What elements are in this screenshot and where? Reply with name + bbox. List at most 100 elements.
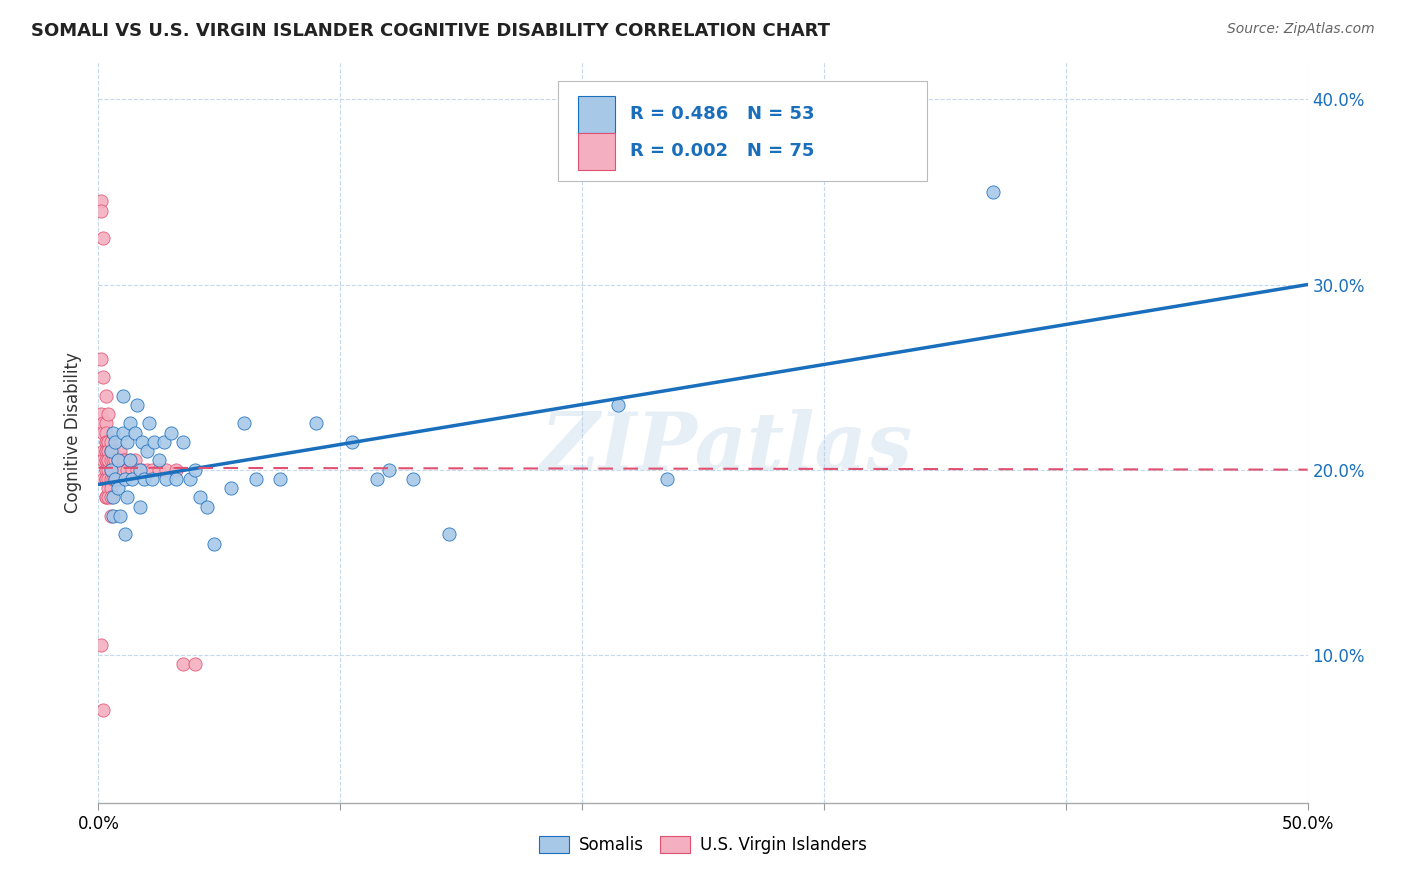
Point xyxy=(128,500,150,514)
Text: Source: ZipAtlas.com: Source: ZipAtlas.com xyxy=(1227,22,1375,37)
Point xyxy=(94,491,117,505)
Point xyxy=(655,472,678,486)
Point xyxy=(245,472,267,486)
Point xyxy=(179,472,201,486)
Point xyxy=(184,462,207,476)
Point xyxy=(94,389,117,403)
Point xyxy=(97,481,120,495)
Point xyxy=(100,444,122,458)
FancyBboxPatch shape xyxy=(558,81,927,181)
Point xyxy=(981,185,1004,199)
Point xyxy=(91,425,114,440)
Point xyxy=(101,453,124,467)
Point xyxy=(97,407,120,421)
Point xyxy=(232,417,254,431)
Point xyxy=(141,472,163,486)
Point xyxy=(402,472,425,486)
Point xyxy=(104,434,127,449)
Point xyxy=(104,472,127,486)
Legend: Somalis, U.S. Virgin Islanders: Somalis, U.S. Virgin Islanders xyxy=(531,830,875,861)
Point xyxy=(155,472,177,486)
Point xyxy=(269,472,291,486)
Point xyxy=(221,481,243,495)
Point xyxy=(155,462,177,476)
Point xyxy=(165,472,187,486)
Point xyxy=(131,462,153,476)
Point xyxy=(118,417,141,431)
Point xyxy=(91,703,114,717)
Point xyxy=(100,434,122,449)
Text: ZIPatlas: ZIPatlas xyxy=(541,409,914,486)
Point xyxy=(114,527,136,541)
Point xyxy=(118,453,141,467)
Point xyxy=(607,398,630,412)
FancyBboxPatch shape xyxy=(578,95,614,133)
Point xyxy=(97,472,120,486)
Point xyxy=(124,425,146,440)
Point xyxy=(97,453,120,467)
Point xyxy=(94,453,117,467)
Point xyxy=(437,527,460,541)
Point xyxy=(101,491,124,505)
Point xyxy=(94,453,117,467)
Point xyxy=(172,657,194,671)
Point xyxy=(135,444,157,458)
Point xyxy=(108,444,131,458)
Point xyxy=(97,444,120,458)
Point xyxy=(97,444,120,458)
Point xyxy=(97,434,120,449)
Point xyxy=(94,472,117,486)
Point xyxy=(94,444,117,458)
Point xyxy=(204,536,226,550)
Point xyxy=(108,462,131,476)
Point xyxy=(94,491,117,505)
Point xyxy=(111,462,134,476)
Point xyxy=(91,472,114,486)
Point xyxy=(94,434,117,449)
Point xyxy=(101,462,124,476)
Point xyxy=(97,434,120,449)
Point xyxy=(94,444,117,458)
Point xyxy=(94,434,117,449)
Point xyxy=(377,462,399,476)
Point xyxy=(138,417,160,431)
Point xyxy=(101,472,124,486)
Text: SOMALI VS U.S. VIRGIN ISLANDER COGNITIVE DISABILITY CORRELATION CHART: SOMALI VS U.S. VIRGIN ISLANDER COGNITIVE… xyxy=(31,22,830,40)
Point xyxy=(131,434,153,449)
Point xyxy=(118,453,141,467)
Point xyxy=(91,453,114,467)
Point xyxy=(100,462,122,476)
Point xyxy=(97,453,120,467)
Point xyxy=(114,453,136,467)
Point xyxy=(104,462,127,476)
Point xyxy=(172,434,194,449)
Point xyxy=(184,657,207,671)
Point xyxy=(143,434,166,449)
Point xyxy=(91,417,114,431)
Point xyxy=(101,425,124,440)
Point xyxy=(100,491,122,505)
Point xyxy=(127,462,149,476)
Point xyxy=(134,472,156,486)
Point xyxy=(342,434,364,449)
Point xyxy=(91,231,114,245)
Point xyxy=(104,453,127,467)
Point xyxy=(94,417,117,431)
Point xyxy=(195,500,218,514)
Point xyxy=(305,417,328,431)
Point xyxy=(117,434,139,449)
Point xyxy=(148,462,170,476)
Point xyxy=(121,472,143,486)
Point xyxy=(101,508,124,523)
Point xyxy=(152,434,174,449)
Point xyxy=(90,194,112,209)
Point xyxy=(121,462,143,476)
Point xyxy=(111,425,134,440)
Point xyxy=(107,462,129,476)
Point xyxy=(97,462,120,476)
Point xyxy=(90,203,112,218)
Point xyxy=(124,453,146,467)
Point xyxy=(107,481,129,495)
Point xyxy=(94,425,117,440)
Point xyxy=(100,481,122,495)
